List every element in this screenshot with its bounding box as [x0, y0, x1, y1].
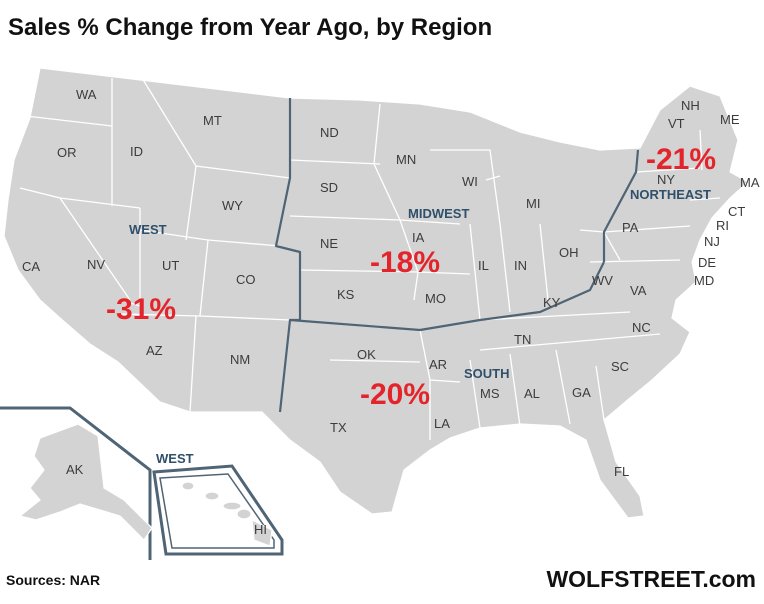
state-label-co: CO: [236, 272, 256, 287]
region-change-labels: -31% -18% -20% -21%: [106, 143, 716, 411]
state-label-oh: OH: [559, 245, 579, 260]
state-label-wi: WI: [462, 174, 478, 189]
state-label-mi: MI: [526, 196, 540, 211]
state-label-hi: HI: [254, 522, 267, 537]
region-label-midwest: MIDWEST: [408, 206, 469, 221]
region-change-midwest: -18%: [370, 246, 440, 279]
state-label-ma: MA: [740, 175, 760, 190]
state-label-de: DE: [698, 255, 716, 270]
midwest-south-boundary: [289, 261, 605, 332]
state-label-az: AZ: [146, 343, 163, 358]
state-label-pa: PA: [622, 220, 639, 235]
state-label-ks: KS: [337, 287, 355, 302]
state-label-mn: MN: [396, 152, 416, 167]
state-label-fl: FL: [614, 464, 629, 479]
region-boundaries: [274, 98, 640, 413]
state-label-mo: MO: [425, 291, 446, 306]
brand-logo-text: WOLFSTREET.com: [546, 566, 756, 592]
state-label-tn: TN: [514, 332, 531, 347]
state-label-id: ID: [130, 144, 143, 159]
state-label-tx: TX: [330, 420, 347, 435]
state-label-ny: NY: [657, 172, 675, 187]
state-label-me: ME: [720, 112, 740, 127]
region-label-south: SOUTH: [464, 366, 510, 381]
state-label-ga: GA: [572, 385, 591, 400]
state-label-ak: AK: [66, 462, 84, 477]
state-label-mt: MT: [203, 113, 222, 128]
state-label-al: AL: [524, 386, 540, 401]
alaska-inset-frame: [0, 406, 152, 560]
state-label-sc: SC: [611, 359, 629, 374]
hawaii-island-oahu: [204, 491, 220, 501]
state-label-ia: IA: [412, 230, 425, 245]
state-label-ky: KY: [543, 295, 561, 310]
northeast-boundary: [602, 149, 640, 262]
state-labels: WA OR CA ID NV MT WY UT CO AZ NM ND SD N…: [22, 87, 760, 537]
map-title: Sales % Change from Year Ago, by Region: [8, 14, 493, 41]
hawaii-inset: [152, 464, 284, 556]
state-label-wy: WY: [222, 198, 243, 213]
state-label-nj: NJ: [704, 234, 720, 249]
alaska-inset: [0, 406, 153, 560]
state-label-in: IN: [514, 258, 527, 273]
alaska-landmass: [18, 423, 153, 541]
region-label-northeast: NORTHEAST: [630, 187, 711, 202]
region-change-northeast: -21%: [646, 143, 716, 176]
hawaii-island-kauai: [181, 481, 195, 491]
region-labels: WEST MIDWEST SOUTH NORTHEAST WEST: [129, 187, 711, 466]
state-label-ct: CT: [728, 204, 745, 219]
state-label-nc: NC: [632, 320, 651, 335]
state-label-nh: NH: [681, 98, 700, 113]
state-label-ut: UT: [162, 258, 179, 273]
state-label-wa: WA: [76, 87, 97, 102]
state-label-nm: NM: [230, 352, 250, 367]
state-label-va: VA: [630, 283, 647, 298]
region-label-west: WEST: [129, 222, 167, 237]
hawaii-island-big: [251, 518, 273, 547]
region-label-west-inset: WEST: [156, 451, 194, 466]
hawaii-island-molokai: [222, 501, 242, 511]
state-label-ms: MS: [480, 386, 500, 401]
state-label-ok: OK: [357, 347, 376, 362]
state-borders: [19, 77, 721, 440]
state-label-ne: NE: [320, 236, 338, 251]
state-label-or: OR: [57, 145, 77, 160]
state-label-la: LA: [434, 416, 450, 431]
state-label-il: IL: [478, 258, 489, 273]
hawaii-island-maui: [236, 508, 252, 520]
region-change-west: -31%: [106, 293, 176, 326]
state-label-ca: CA: [22, 259, 40, 274]
state-label-nv: NV: [87, 257, 105, 272]
region-change-south: -20%: [360, 378, 430, 411]
state-label-ar: AR: [429, 357, 447, 372]
state-label-ri: RI: [716, 218, 729, 233]
state-label-md: MD: [694, 273, 714, 288]
state-label-wv: WV: [592, 273, 613, 288]
state-label-vt: VT: [668, 116, 685, 131]
state-label-sd: SD: [320, 180, 338, 195]
source-note: Sources: NAR: [6, 572, 101, 588]
state-label-nd: ND: [320, 125, 339, 140]
